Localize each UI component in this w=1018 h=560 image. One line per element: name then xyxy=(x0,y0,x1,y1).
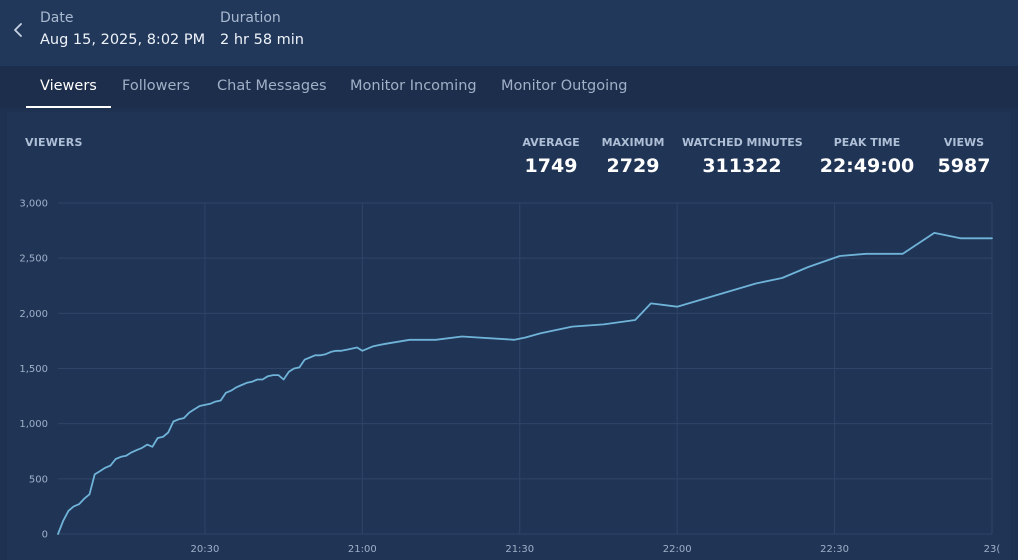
date-value: Aug 15, 2025, 8:02 PM xyxy=(40,32,206,48)
tab-monitor-incoming[interactable]: Monitor Incoming xyxy=(350,78,477,94)
chevron-left-icon[interactable] xyxy=(10,20,26,40)
stat-average-label: AVERAGE xyxy=(522,136,580,149)
x-tick-label: 21:30 xyxy=(505,544,534,555)
x-tick-label: 22:30 xyxy=(820,544,849,555)
panel-title: VIEWERS xyxy=(25,136,83,149)
tab-monitor-outgoing[interactable]: Monitor Outgoing xyxy=(501,78,628,94)
x-tick-label: 21:00 xyxy=(348,544,377,555)
session-header: Date Aug 15, 2025, 8:02 PM Duration 2 hr… xyxy=(0,0,1018,66)
y-tick-label: 1,000 xyxy=(19,419,48,430)
x-tick-label: 23( xyxy=(984,544,1001,555)
stat-watched-minutes-label: WATCHED MINUTES xyxy=(682,136,803,149)
stat-peak-time: PEAK TIME 22:49:00 xyxy=(819,136,915,177)
viewers-series-line xyxy=(57,231,993,535)
y-tick-label: 1,500 xyxy=(19,364,48,375)
stat-peak-time-label: PEAK TIME xyxy=(833,136,901,149)
date-block: Date Aug 15, 2025, 8:02 PM xyxy=(40,10,205,48)
stat-watched-minutes-value: 311322 xyxy=(702,155,782,177)
y-tick-label: 3,000 xyxy=(19,199,48,210)
stat-maximum: MAXIMUM 2729 xyxy=(599,136,667,177)
stat-views-value: 5987 xyxy=(937,155,991,177)
y-tick-label: 500 xyxy=(29,474,48,485)
stat-views: VIEWS 5987 xyxy=(937,136,991,177)
y-tick-label: 2,000 xyxy=(19,309,48,320)
x-tick-label: 20:30 xyxy=(191,544,220,555)
stat-views-label: VIEWS xyxy=(943,136,985,149)
y-tick-label: 0 xyxy=(42,530,48,541)
stat-watched-minutes: WATCHED MINUTES 311322 xyxy=(682,136,803,177)
tab-followers[interactable]: Followers xyxy=(122,78,190,94)
stat-maximum-label: MAXIMUM xyxy=(601,136,665,149)
stat-average-value: 1749 xyxy=(524,155,578,177)
stat-peak-time-value: 22:49:00 xyxy=(819,155,915,177)
duration-label: Duration xyxy=(220,10,281,26)
stat-maximum-value: 2729 xyxy=(606,155,660,177)
duration-value: 2 hr 58 min xyxy=(220,32,304,48)
duration-block: Duration 2 hr 58 min xyxy=(220,10,304,48)
stat-average: AVERAGE 1749 xyxy=(519,136,583,177)
x-tick-label: 22:00 xyxy=(663,544,692,555)
tab-chat-messages[interactable]: Chat Messages xyxy=(217,78,327,94)
y-tick-label: 2,500 xyxy=(19,254,48,265)
tab-bar: Viewers Followers Chat Messages Monitor … xyxy=(0,66,1018,108)
viewers-panel: VIEWERS AVERAGE 1749 MAXIMUM 2729 WATCHE… xyxy=(7,112,1011,560)
tab-viewers[interactable]: Viewers xyxy=(26,66,111,108)
date-label: Date xyxy=(40,10,74,26)
